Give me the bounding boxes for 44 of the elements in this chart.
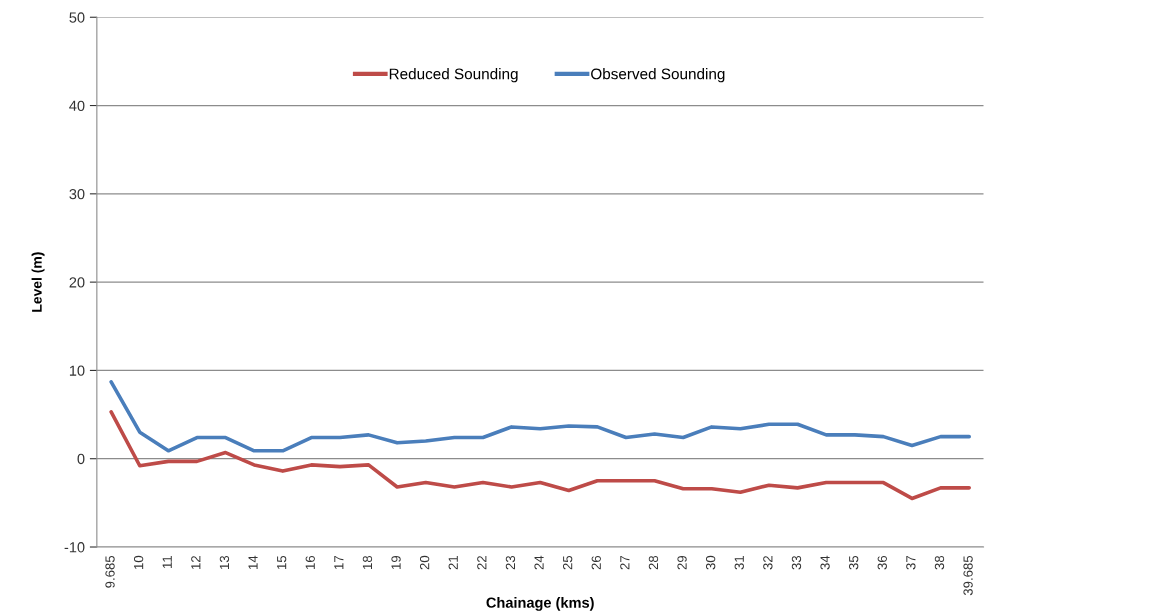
x-tick-label: 19 <box>391 555 401 570</box>
x-tick-label: 26 <box>591 555 601 570</box>
x-tick-label: 22 <box>477 556 487 570</box>
x-tick-label: 21 <box>448 555 458 570</box>
x-tick-label: 11 <box>162 555 172 569</box>
line-series <box>109 410 972 501</box>
y-tick-label: 10 <box>69 365 85 376</box>
y-tick-label: 50 <box>69 12 85 23</box>
x-tick-label: 9.685 <box>105 555 115 588</box>
x-tick-label: 30 <box>705 555 716 570</box>
x-tick-label: 37 <box>906 556 916 570</box>
x-tick-label: 24 <box>534 555 544 570</box>
x-tick-label: 23 <box>505 555 516 570</box>
y-tick-label: 20 <box>69 277 85 288</box>
x-axis-title: Chainage (kms) <box>486 597 594 611</box>
x-tick-label: 12 <box>191 556 201 570</box>
x-tick-label: 16 <box>305 555 315 570</box>
y-tick-label: 0 <box>77 453 85 465</box>
x-tick-label: 36 <box>877 555 887 570</box>
y-tick-label: 40 <box>69 100 85 111</box>
y-tick-label: -10 <box>64 542 85 553</box>
y-tick-label: 30 <box>69 188 85 200</box>
x-tick-label: 20 <box>419 555 430 570</box>
x-tick-label: 38 <box>934 555 945 570</box>
x-tick-label: 10 <box>133 555 144 570</box>
x-tick-label: 34 <box>820 555 830 570</box>
x-tick-label: 32 <box>763 556 773 570</box>
x-tick-label: 14 <box>248 555 258 570</box>
x-tick-label: 35 <box>849 555 859 570</box>
legend-label: Reduced Sounding <box>389 68 518 83</box>
x-tick-label: 31 <box>734 555 744 570</box>
x-tick-label: 17 <box>334 556 344 570</box>
x-tick-label: 33 <box>791 555 802 570</box>
legend-label: Observed Sounding <box>591 68 725 83</box>
x-tick-label: 18 <box>362 555 373 570</box>
x-tick-label: 15 <box>277 555 287 570</box>
x-tick-label: 13 <box>219 555 230 570</box>
y-axis-title: Level (m) <box>31 252 45 312</box>
x-tick-label: 39.685 <box>963 555 973 596</box>
x-tick-label: 27 <box>620 556 630 570</box>
x-tick-label: 25 <box>562 555 573 570</box>
x-tick-label: 28 <box>648 555 659 570</box>
x-tick-label: 29 <box>677 555 687 570</box>
line-series <box>109 380 972 453</box>
